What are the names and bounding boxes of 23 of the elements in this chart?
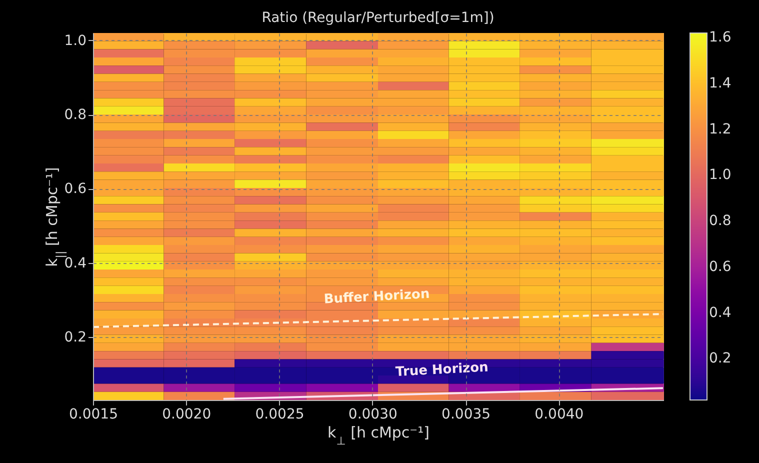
color-bar-label: 1.4 <box>709 75 732 92</box>
y-tick-label: 0.2 <box>64 329 86 346</box>
y-tick-label: 1.0 <box>64 32 86 49</box>
x-axis-title: k$_{⊥}$ [h cMpc⁻¹] <box>328 424 430 447</box>
x-tick-label: 0.0040 <box>534 406 584 422</box>
color-bar-label: 0.2 <box>709 350 732 367</box>
x-tick-label: 0.0015 <box>69 406 118 422</box>
y-tick-label: 0.4 <box>64 255 87 272</box>
series-label: True Horizon <box>395 360 489 380</box>
color-bar-label: 0.8 <box>709 213 732 230</box>
color-bar-label: 1.0 <box>709 167 732 184</box>
color-bar-label: 1.2 <box>709 121 732 138</box>
y-tick-label: 0.8 <box>64 107 86 124</box>
color-bar-label: 0.4 <box>709 304 732 321</box>
color-bar-label: 0.6 <box>709 258 732 275</box>
x-tick-label: 0.0035 <box>442 406 491 422</box>
y-tick-label: 0.6 <box>64 181 87 198</box>
x-tick-label: 0.0020 <box>162 406 212 422</box>
chart-title: Ratio (Regular/Perturbed[σ=1m]) <box>262 10 494 26</box>
series-label: Buffer Horizon <box>324 286 430 308</box>
color-bar-label: 1.6 <box>709 30 732 46</box>
x-tick-label: 0.0025 <box>255 406 304 422</box>
x-tick-label: 0.0030 <box>348 406 398 422</box>
